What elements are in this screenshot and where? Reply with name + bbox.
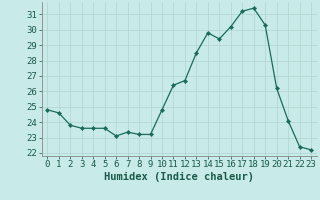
X-axis label: Humidex (Indice chaleur): Humidex (Indice chaleur) [104,172,254,182]
